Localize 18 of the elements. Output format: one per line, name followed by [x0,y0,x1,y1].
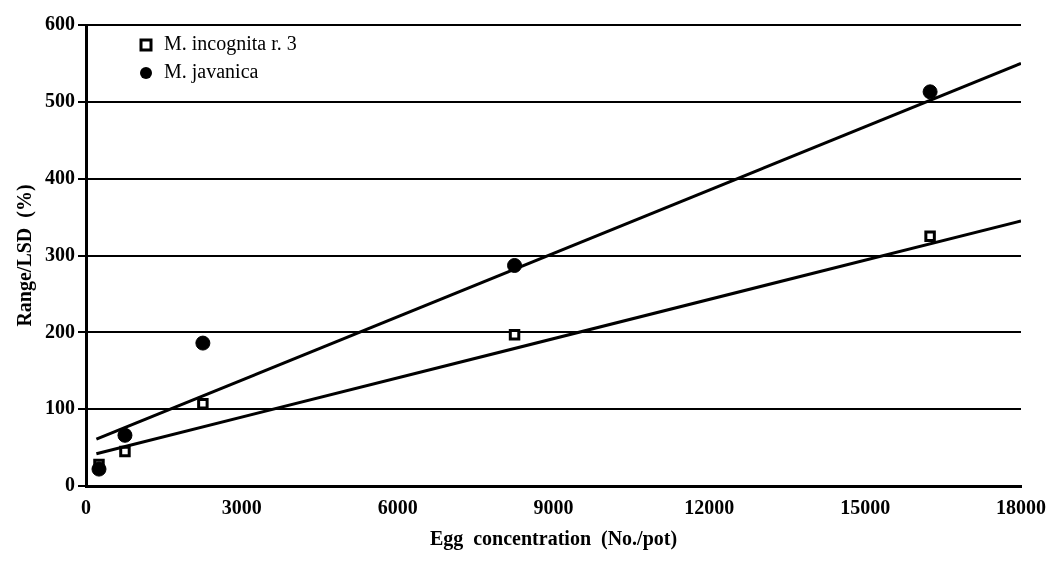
x-tick-label: 12000 [684,496,735,519]
x-tick-label: 6000 [377,496,418,519]
y-tick-label: 500 [45,89,75,112]
y-axis-title: Range/LSD (%) [13,184,37,327]
y-tick-label: 600 [45,12,75,35]
x-tick-label: 3000 [221,496,262,519]
x-tick-label: 18000 [996,496,1046,519]
legend-label: M. javanica [164,60,259,84]
legend-label: M. incognita r. 3 [164,32,297,56]
y-tick-label: 200 [45,319,75,342]
y-tick-label: 100 [45,396,75,419]
y-tick-label: 0 [65,473,75,496]
x-tick-label: 0 [81,496,91,519]
y-tick-label: 300 [45,242,75,265]
x-tick-label: 9000 [533,496,574,519]
x-axis-title: Egg concentration (No./pot) [429,527,678,551]
y-tick-label: 400 [45,165,75,188]
x-tick-label: 15000 [840,496,891,519]
